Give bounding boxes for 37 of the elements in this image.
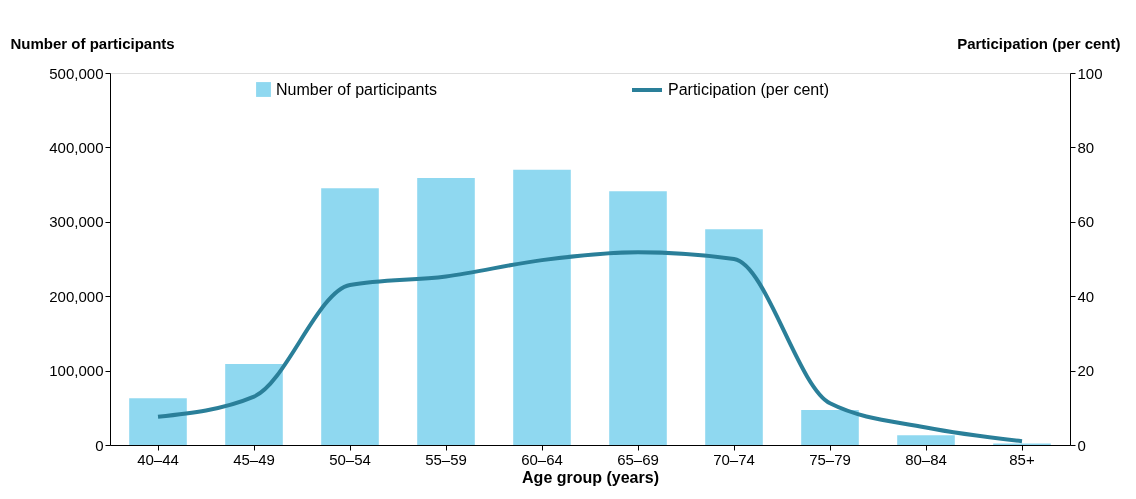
bar [417,177,475,445]
bar [897,435,955,445]
x-axis-title: Age group (years) [522,468,659,486]
y-tick-label: 300,000 [49,213,104,231]
y2-tick-label: 80 [1077,138,1095,156]
legend-label: Number of participants [276,80,437,98]
x-tick-label: 70–74 [713,450,755,468]
y-tick-label: 100,000 [49,362,104,380]
bar [513,169,571,445]
line-series [156,250,1024,444]
legend-label: Participation (per cent) [668,81,829,98]
y2-tick-label: 60 [1077,213,1095,231]
x-tick-label: 60–64 [521,450,563,468]
x-tick-label: 55–59 [425,450,467,468]
x-tick-label: 45–49 [233,450,275,468]
x-tick-label: 85+ [1009,450,1035,468]
x-tick-label: 65–69 [617,450,659,468]
y2-tick-label: 20 [1077,362,1095,380]
y-tick-label: 500,000 [49,64,104,82]
y2-tick-label: 100 [1077,64,1103,82]
x-tick-label: 40–44 [137,450,179,468]
bar [609,191,667,445]
x-tick-label: 50–54 [329,450,371,468]
bar [321,188,379,445]
y-axis-title: Number of participants [10,34,175,52]
bar [225,363,283,445]
y2-tick-label: 0 [1077,436,1086,454]
y2-tick-label: 40 [1077,287,1095,305]
bar [801,410,859,445]
y-tick-label: 0 [95,436,104,454]
y2-axis-title: Participation (per cent) [957,34,1121,52]
bar [129,398,187,445]
x-tick-label: 80–84 [905,450,947,468]
y-tick-label: 400,000 [49,138,104,156]
y-tick-label: 200,000 [49,287,104,305]
x-tick-label: 75–79 [809,450,851,468]
bar [705,229,763,445]
